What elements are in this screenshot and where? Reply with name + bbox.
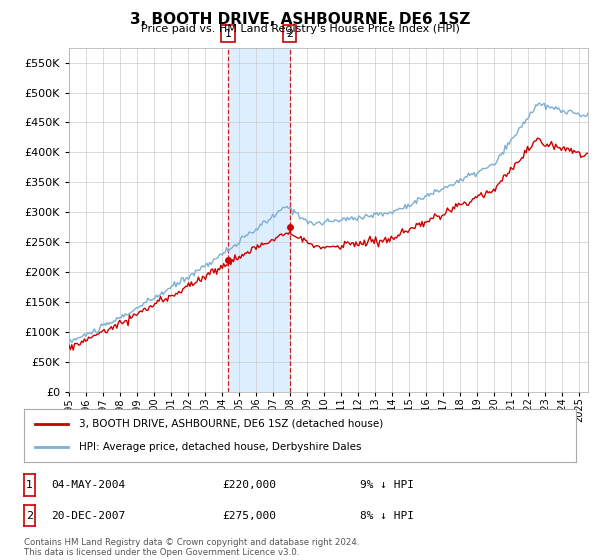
Text: Contains HM Land Registry data © Crown copyright and database right 2024.
This d: Contains HM Land Registry data © Crown c… xyxy=(24,538,359,557)
Text: 1: 1 xyxy=(26,480,33,490)
Text: 1: 1 xyxy=(224,29,232,39)
Text: 2: 2 xyxy=(286,29,293,39)
Text: 04-MAY-2004: 04-MAY-2004 xyxy=(51,480,125,490)
Text: 8% ↓ HPI: 8% ↓ HPI xyxy=(360,511,414,521)
Text: 3, BOOTH DRIVE, ASHBOURNE, DE6 1SZ: 3, BOOTH DRIVE, ASHBOURNE, DE6 1SZ xyxy=(130,12,470,27)
Text: 9% ↓ HPI: 9% ↓ HPI xyxy=(360,480,414,490)
Text: 3, BOOTH DRIVE, ASHBOURNE, DE6 1SZ (detached house): 3, BOOTH DRIVE, ASHBOURNE, DE6 1SZ (deta… xyxy=(79,419,383,429)
Text: £220,000: £220,000 xyxy=(222,480,276,490)
Text: 20-DEC-2007: 20-DEC-2007 xyxy=(51,511,125,521)
Text: 2: 2 xyxy=(26,511,33,521)
Text: Price paid vs. HM Land Registry's House Price Index (HPI): Price paid vs. HM Land Registry's House … xyxy=(140,24,460,34)
Text: HPI: Average price, detached house, Derbyshire Dales: HPI: Average price, detached house, Derb… xyxy=(79,442,362,452)
Bar xyxy=(228,48,290,392)
Text: £275,000: £275,000 xyxy=(222,511,276,521)
